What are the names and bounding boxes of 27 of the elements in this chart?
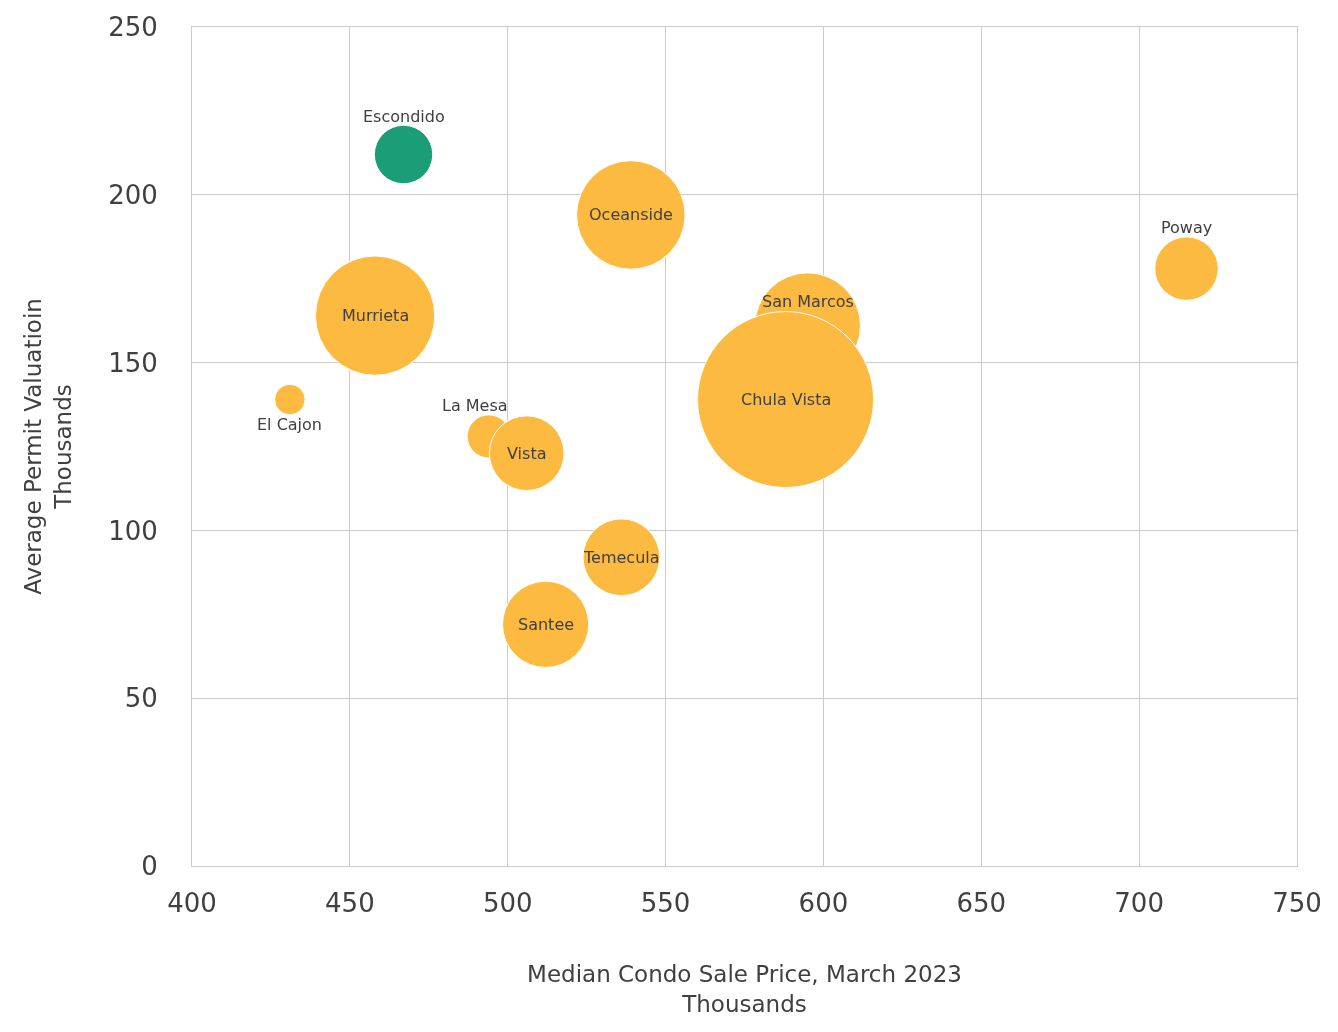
- series-label: Murrieta: [342, 306, 410, 325]
- series-label: Chula Vista: [741, 390, 832, 409]
- series-label: Temecula: [583, 548, 660, 567]
- x-tick-label: 450: [325, 888, 375, 919]
- y-tick-label: 50: [124, 683, 158, 714]
- series-label: Santee: [518, 615, 575, 634]
- y-tick-label: 250: [108, 12, 158, 43]
- x-tick-label: 400: [167, 888, 217, 919]
- y-tick-label: 100: [108, 515, 158, 546]
- x-tick-label: 650: [956, 888, 1007, 919]
- x-axis-title: Median Condo Sale Price, March 2023 Thousands: [527, 960, 962, 1017]
- series-label: La Mesa: [442, 396, 508, 415]
- series-label: El Cajon: [257, 415, 322, 434]
- y-tick-label: 200: [108, 179, 158, 210]
- series-label: Poway: [1161, 218, 1213, 237]
- y-axis-title: Average Permit Valuatioin Thousands: [19, 298, 76, 595]
- series-label: Escondido: [363, 107, 445, 126]
- series-label: San Marcos: [762, 292, 854, 311]
- x-tick-label: 500: [482, 888, 533, 919]
- x-tick-label: 700: [1114, 888, 1164, 919]
- y-tick-label: 150: [108, 347, 158, 378]
- x-tick-label: 550: [640, 888, 691, 919]
- x-tick-label: 600: [798, 888, 849, 919]
- series-label: Vista: [507, 444, 547, 463]
- series-label: Oceanside: [589, 205, 673, 224]
- x-tick-label: 750: [1272, 888, 1322, 919]
- y-tick-label: 0: [141, 851, 158, 882]
